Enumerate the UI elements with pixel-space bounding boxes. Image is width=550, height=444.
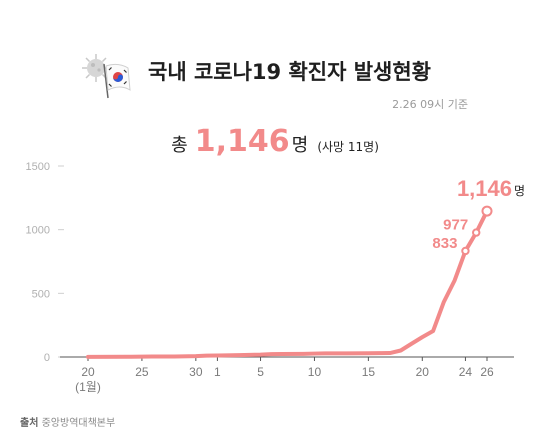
x-tick-label: 20 [81, 365, 95, 379]
y-tick-label: 1500 [26, 161, 50, 173]
data-label: 977 [443, 217, 468, 234]
x-tick-label: 15 [362, 365, 376, 379]
total-count: 1,146 [194, 124, 290, 159]
x-tick-label: 30 [189, 365, 203, 379]
x-tick-label: (1월) [75, 380, 101, 394]
data-point-marker [481, 205, 493, 217]
page-title: 국내 코로나19 확진자 발생현황 [148, 60, 431, 84]
virus-flag-icon [82, 54, 131, 99]
total-prefix: 총 [171, 135, 188, 156]
as-of-timestamp: 2.26 09시 기준 [392, 98, 468, 111]
source-name: 중앙방역대책본부 [41, 418, 116, 429]
x-tick-label: 5 [257, 365, 264, 379]
series-line [86, 209, 489, 359]
x-tick-label: 20 [416, 365, 430, 379]
total-unit: 명 [291, 135, 309, 156]
x-tick-label: 1 [214, 365, 221, 379]
y-tick-label: 500 [32, 288, 50, 300]
data-label: 1,146 [457, 176, 512, 201]
total-summary: 총 1,146 명 (사망 11명) [0, 124, 550, 159]
data-label: 833 [432, 235, 457, 252]
data-point-marker [472, 228, 481, 237]
deaths-note: (사망 11명) [317, 140, 379, 154]
y-tick-label: 1000 [26, 225, 50, 237]
x-tick-label: 10 [308, 365, 322, 379]
x-tick-label: 24 [459, 365, 473, 379]
y-tick-label: 0 [44, 352, 50, 364]
data-label-unit: 명 [514, 184, 525, 198]
x-tick-label: 26 [480, 365, 494, 379]
x-tick-label: 25 [135, 365, 149, 379]
data-point-marker [461, 246, 470, 256]
source-credit: 출처 중앙방역대책본부 [20, 414, 115, 429]
source-label: 출처 [20, 418, 39, 429]
